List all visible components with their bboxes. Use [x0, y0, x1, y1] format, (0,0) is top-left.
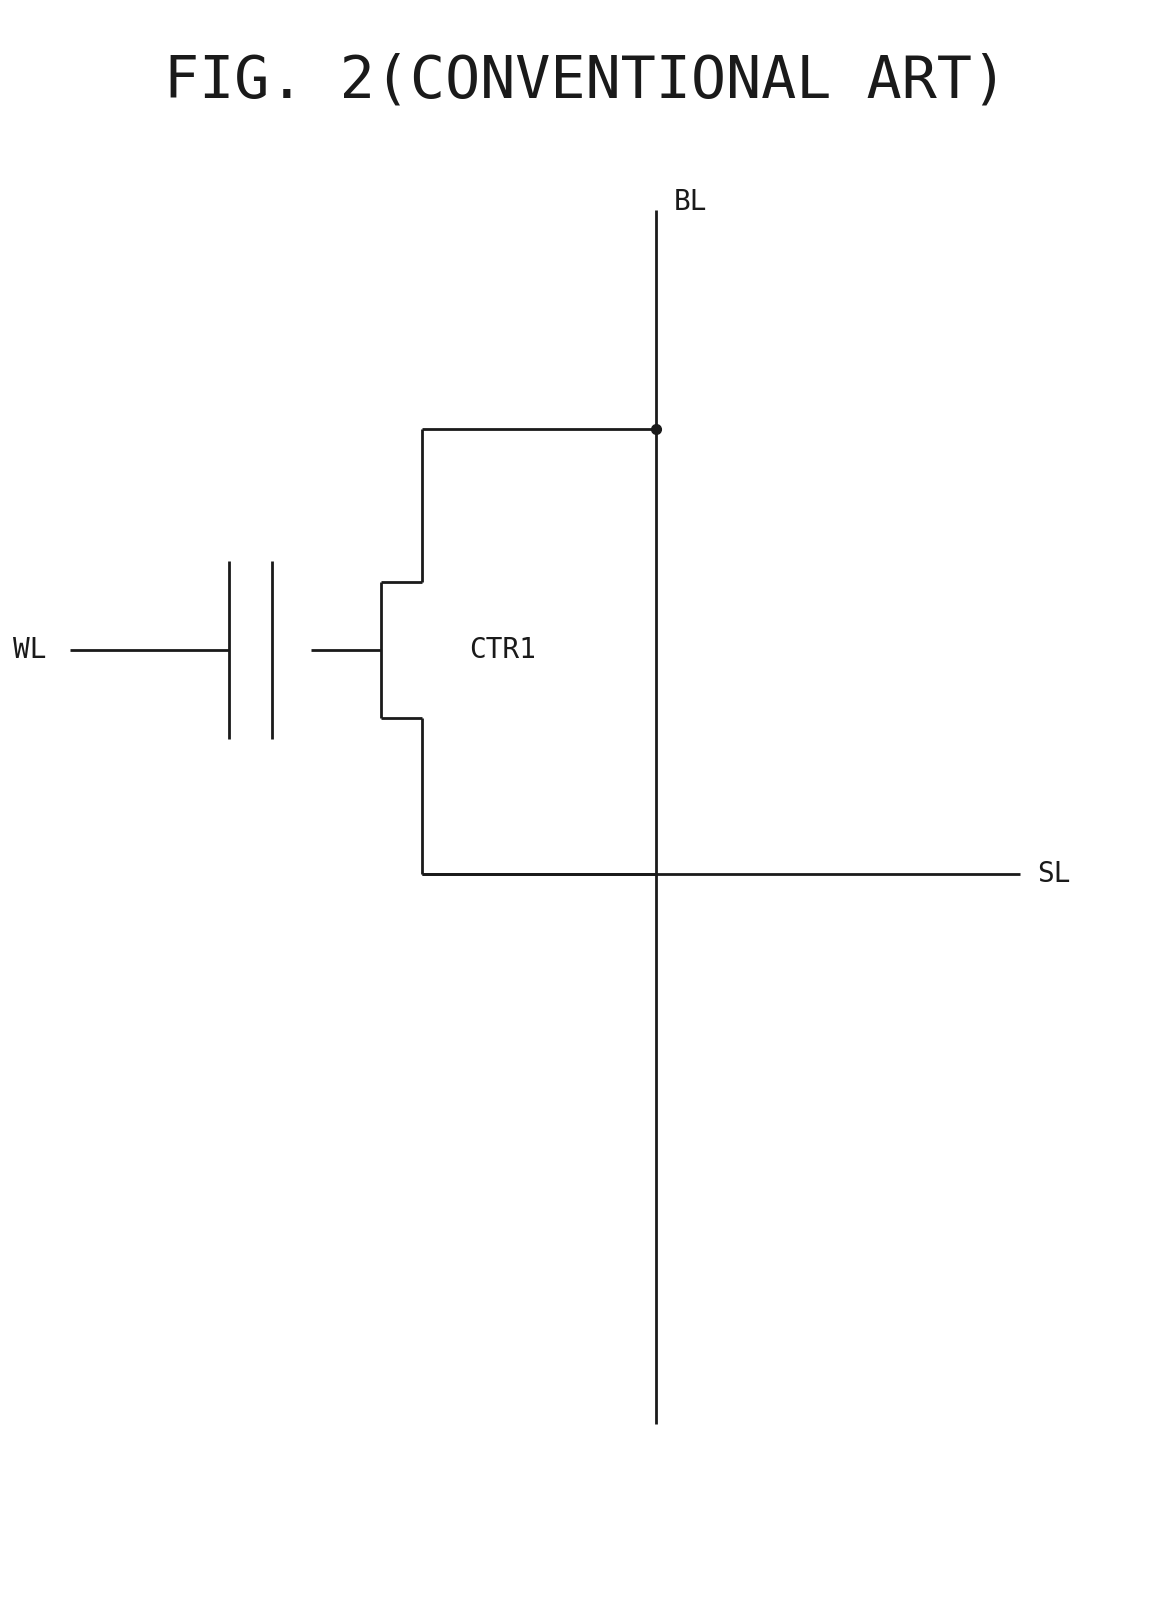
Text: WL: WL — [13, 636, 47, 665]
Text: CTR1: CTR1 — [469, 636, 536, 665]
Text: FIG. 2(CONVENTIONAL ART): FIG. 2(CONVENTIONAL ART) — [164, 52, 1008, 110]
Text: SL: SL — [1037, 859, 1071, 888]
Text: BL: BL — [674, 188, 708, 217]
